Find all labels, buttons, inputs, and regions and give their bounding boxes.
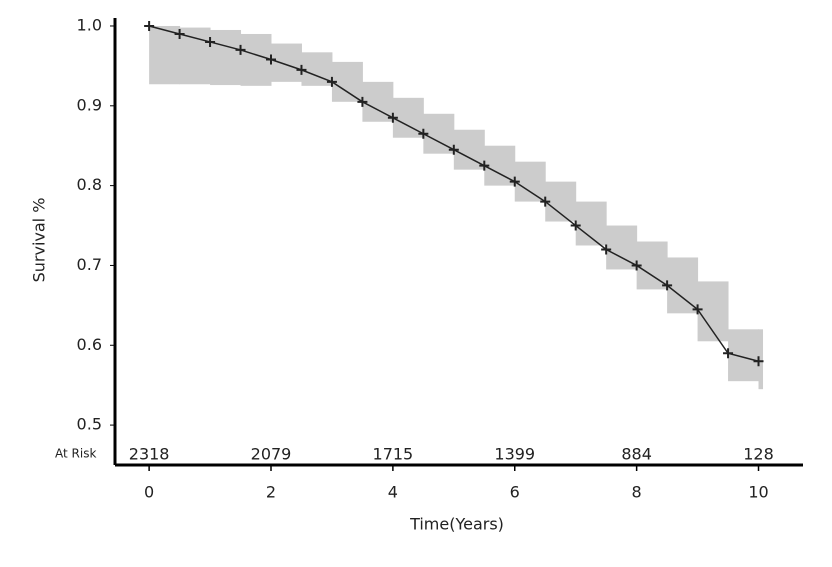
censor-mark [387, 112, 398, 123]
at-risk-count: 1399 [494, 445, 535, 464]
y-tick-label: 0.8 [77, 175, 102, 194]
censor-mark [479, 160, 490, 171]
confidence-band [149, 25, 181, 85]
censor-mark [357, 96, 368, 107]
confidence-band [758, 329, 764, 390]
censor-mark [266, 54, 277, 65]
at-risk-label: At Risk [55, 447, 96, 461]
at-risk-count: 2318 [129, 445, 170, 464]
censor-mark [296, 64, 307, 75]
censor-mark [418, 128, 429, 139]
at-risk-count: 884 [621, 445, 652, 464]
confidence-band [210, 29, 242, 86]
confidence-band [728, 329, 760, 382]
censor-mark [235, 44, 246, 55]
censor-mark [540, 196, 551, 207]
censor-mark [205, 36, 216, 47]
y-tick-label: 0.7 [77, 255, 102, 274]
x-tick-label: 2 [266, 483, 276, 502]
confidence-band [179, 27, 211, 85]
y-tick-label: 1.0 [77, 15, 102, 34]
censor-mark [601, 244, 612, 255]
censor-mark [448, 144, 459, 155]
y-tick-label: 0.6 [77, 335, 102, 354]
confidence-band [606, 225, 638, 270]
censor-mark [174, 28, 185, 39]
at-risk-count: 1715 [373, 445, 414, 464]
confidence-band [667, 257, 699, 314]
y-tick-label: 0.5 [77, 415, 102, 434]
confidence-band [331, 61, 363, 102]
confidence-band [575, 201, 607, 246]
y-tick-label: 0.9 [77, 95, 102, 114]
censor-mark [723, 348, 734, 359]
censor-mark [570, 220, 581, 231]
censor-mark [692, 304, 703, 315]
x-axis-label: Time(Years) [409, 515, 504, 534]
confidence-band [636, 241, 668, 290]
confidence-band [545, 181, 577, 222]
x-tick-label: 6 [510, 483, 520, 502]
x-tick-label: 8 [632, 483, 642, 502]
censor-mark [326, 76, 337, 87]
at-risk-count: 128 [743, 445, 774, 464]
censor-mark [631, 260, 642, 271]
censor-mark [509, 176, 520, 187]
x-tick-label: 4 [388, 483, 398, 502]
censor-mark [753, 356, 764, 367]
censor-mark [144, 20, 155, 31]
censor-mark [662, 280, 673, 291]
x-tick-label: 0 [144, 483, 154, 502]
at-risk-count: 2079 [251, 445, 292, 464]
confidence-band [514, 161, 546, 202]
x-tick-label: 10 [748, 483, 768, 502]
y-axis-label: Survival % [30, 198, 49, 283]
confidence-band [271, 43, 302, 82]
